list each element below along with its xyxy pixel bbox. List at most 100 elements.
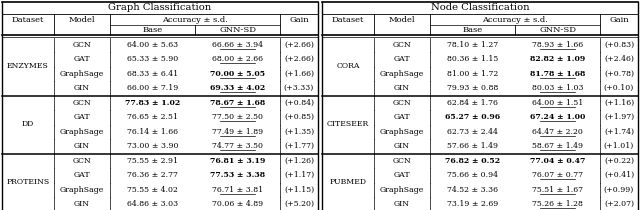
Text: GNN-SD: GNN-SD — [219, 26, 256, 34]
Text: GAT: GAT — [394, 55, 410, 63]
Text: 68.00 ± 2.66: 68.00 ± 2.66 — [212, 55, 263, 63]
Text: Dataset: Dataset — [332, 16, 364, 24]
Text: (+0.85): (+0.85) — [284, 113, 314, 121]
Text: 62.73 ± 2.44: 62.73 ± 2.44 — [447, 128, 498, 136]
Text: 79.93 ± 0.88: 79.93 ± 0.88 — [447, 84, 498, 92]
Text: DD: DD — [22, 121, 34, 129]
Text: ENZYMES: ENZYMES — [7, 63, 49, 71]
Text: (+2.46): (+2.46) — [604, 55, 634, 63]
Text: GAT: GAT — [74, 171, 90, 179]
Text: GraphSage: GraphSage — [380, 186, 424, 194]
Text: Model: Model — [68, 16, 95, 24]
Text: GIN: GIN — [394, 200, 410, 208]
Text: 66.66 ± 3.94: 66.66 ± 3.94 — [212, 41, 263, 49]
Text: 76.82 ± 0.52: 76.82 ± 0.52 — [445, 157, 500, 165]
Text: (+0.78): (+0.78) — [604, 70, 634, 78]
Text: 64.86 ± 3.03: 64.86 ± 3.03 — [127, 200, 178, 208]
Text: 66.00 ± 7.19: 66.00 ± 7.19 — [127, 84, 178, 92]
Text: GIN: GIN — [74, 84, 90, 92]
Text: CORA: CORA — [336, 63, 360, 71]
Text: 81.00 ± 1.72: 81.00 ± 1.72 — [447, 70, 498, 78]
Text: GCN: GCN — [72, 41, 92, 49]
Text: (+2.66): (+2.66) — [284, 41, 314, 49]
Text: 76.36 ± 2.77: 76.36 ± 2.77 — [127, 171, 178, 179]
Text: (+1.16): (+1.16) — [604, 99, 634, 107]
Text: PUBMED: PUBMED — [330, 178, 367, 186]
Text: Base: Base — [463, 26, 483, 34]
Text: GraphSage: GraphSage — [380, 128, 424, 136]
Text: 75.51 ± 1.67: 75.51 ± 1.67 — [532, 186, 583, 194]
Text: 68.33 ± 6.41: 68.33 ± 6.41 — [127, 70, 178, 78]
Text: 75.66 ± 0.94: 75.66 ± 0.94 — [447, 171, 498, 179]
Text: (+1.77): (+1.77) — [284, 142, 314, 150]
Text: 74.52 ± 3.36: 74.52 ± 3.36 — [447, 186, 498, 194]
Text: 75.55 ± 4.02: 75.55 ± 4.02 — [127, 186, 178, 194]
Text: 73.19 ± 2.69: 73.19 ± 2.69 — [447, 200, 498, 208]
Text: (+5.20): (+5.20) — [284, 200, 314, 208]
Text: CITESEER: CITESEER — [327, 121, 369, 129]
Text: (+1.15): (+1.15) — [284, 186, 314, 194]
Text: 82.82 ± 1.09: 82.82 ± 1.09 — [530, 55, 585, 63]
Text: 80.36 ± 1.15: 80.36 ± 1.15 — [447, 55, 498, 63]
Text: GCN: GCN — [392, 41, 412, 49]
Text: 77.04 ± 0.47: 77.04 ± 0.47 — [530, 157, 585, 165]
Text: 77.53 ± 3.38: 77.53 ± 3.38 — [210, 171, 265, 179]
Text: 76.14 ± 1.66: 76.14 ± 1.66 — [127, 128, 178, 136]
Text: GCN: GCN — [72, 157, 92, 165]
Text: 77.49 ± 1.89: 77.49 ± 1.89 — [212, 128, 263, 136]
Text: 73.00 ± 3.90: 73.00 ± 3.90 — [127, 142, 179, 150]
Text: 81.78 ± 1.68: 81.78 ± 1.68 — [530, 70, 585, 78]
Text: GAT: GAT — [74, 55, 90, 63]
Text: 64.00 ± 1.51: 64.00 ± 1.51 — [532, 99, 583, 107]
Text: Gain: Gain — [289, 16, 309, 24]
Text: (+1.01): (+1.01) — [604, 142, 634, 150]
Text: GraphSage: GraphSage — [60, 70, 104, 78]
Text: Graph Classification: Graph Classification — [108, 4, 212, 13]
Text: (+1.74): (+1.74) — [604, 128, 634, 136]
Text: (+3.33): (+3.33) — [284, 84, 314, 92]
Text: GIN: GIN — [394, 142, 410, 150]
Text: 70.06 ± 4.89: 70.06 ± 4.89 — [212, 200, 263, 208]
Text: GCN: GCN — [72, 99, 92, 107]
Text: 69.33 ± 4.02: 69.33 ± 4.02 — [210, 84, 265, 92]
Text: 75.55 ± 2.91: 75.55 ± 2.91 — [127, 157, 178, 165]
Text: (+0.22): (+0.22) — [604, 157, 634, 165]
Text: GCN: GCN — [392, 99, 412, 107]
Text: 70.00 ± 5.05: 70.00 ± 5.05 — [210, 70, 265, 78]
Text: 78.67 ± 1.68: 78.67 ± 1.68 — [210, 99, 265, 107]
Text: 76.07 ± 0.77: 76.07 ± 0.77 — [532, 171, 583, 179]
Text: 78.10 ± 1.27: 78.10 ± 1.27 — [447, 41, 498, 49]
Text: Base: Base — [143, 26, 163, 34]
Text: Model: Model — [388, 16, 415, 24]
Text: (+0.83): (+0.83) — [604, 41, 634, 49]
Text: 80.03 ± 1.03: 80.03 ± 1.03 — [532, 84, 583, 92]
Text: Accuracy ± s.d.: Accuracy ± s.d. — [162, 16, 228, 24]
Text: 57.66 ± 1.49: 57.66 ± 1.49 — [447, 142, 498, 150]
Text: 64.00 ± 5.63: 64.00 ± 5.63 — [127, 41, 178, 49]
Text: 64.47 ± 2.20: 64.47 ± 2.20 — [532, 128, 583, 136]
Text: (+0.10): (+0.10) — [604, 84, 634, 92]
Text: 77.83 ± 1.02: 77.83 ± 1.02 — [125, 99, 180, 107]
Text: 76.65 ± 2.51: 76.65 ± 2.51 — [127, 113, 178, 121]
Text: (+2.66): (+2.66) — [284, 55, 314, 63]
Text: GIN: GIN — [74, 142, 90, 150]
Text: Node Classification: Node Classification — [431, 4, 529, 13]
Text: 74.77 ± 3.50: 74.77 ± 3.50 — [212, 142, 263, 150]
Text: GraphSage: GraphSage — [380, 70, 424, 78]
Text: (+2.07): (+2.07) — [604, 200, 634, 208]
Text: GraphSage: GraphSage — [60, 186, 104, 194]
Text: (+1.97): (+1.97) — [604, 113, 634, 121]
Text: (+1.35): (+1.35) — [284, 128, 314, 136]
Text: GAT: GAT — [394, 113, 410, 121]
Text: Accuracy ± s.d.: Accuracy ± s.d. — [482, 16, 548, 24]
Text: (+1.66): (+1.66) — [284, 70, 314, 78]
Text: 78.93 ± 1.66: 78.93 ± 1.66 — [532, 41, 583, 49]
Text: 75.26 ± 1.28: 75.26 ± 1.28 — [532, 200, 583, 208]
Text: GNN-SD: GNN-SD — [539, 26, 576, 34]
Text: 76.81 ± 3.19: 76.81 ± 3.19 — [210, 157, 265, 165]
Text: 58.67 ± 1.49: 58.67 ± 1.49 — [532, 142, 583, 150]
Text: GIN: GIN — [74, 200, 90, 208]
Text: GAT: GAT — [74, 113, 90, 121]
Text: GCN: GCN — [392, 157, 412, 165]
Text: GraphSage: GraphSage — [60, 128, 104, 136]
